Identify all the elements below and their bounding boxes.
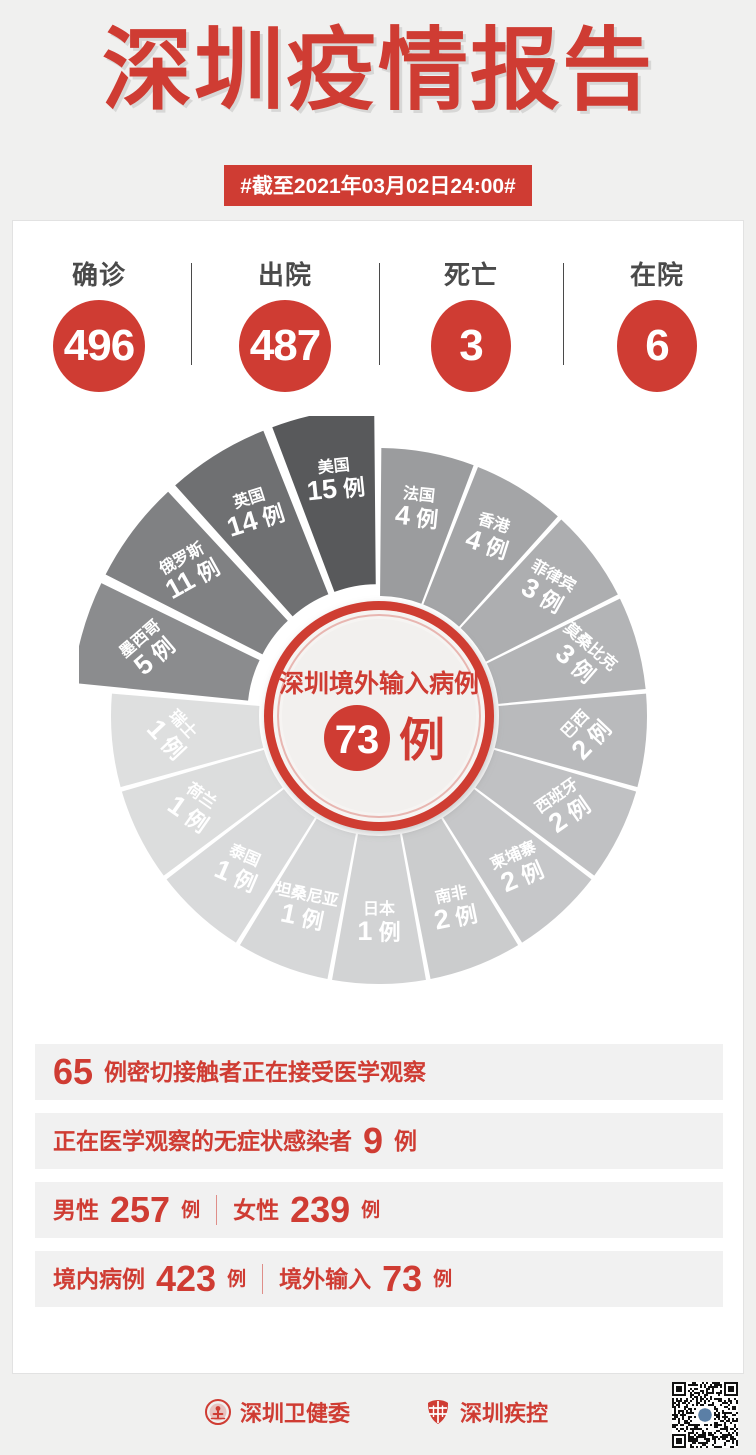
donut-slice[interactable] (460, 519, 618, 662)
stat-label: 死亡 (443, 260, 498, 290)
stat-value: 487 (239, 300, 331, 392)
donut-slice[interactable] (380, 448, 474, 604)
slice-country-name: 日本 (363, 899, 395, 918)
imported-cases-donut-chart: 美国 15 例英国 14 例俄罗斯 11 例墨西哥 5 例法国 4 例香港 4 例菲律宾 3 … (13, 416, 745, 1016)
stat-deaths: 死亡 3 (391, 255, 551, 392)
info-bar-text: 正在医学观察的无症状感染者 (53, 1127, 352, 1154)
donut-slice[interactable] (332, 834, 426, 985)
info-bar-text: 例 (394, 1127, 418, 1154)
info-bar-close-contacts: 65 例密切接触者正在接受医学观察 (35, 1044, 723, 1100)
donut-slice[interactable] (79, 583, 260, 701)
info-bar-text: 9 (363, 1120, 384, 1161)
donut-svg: 美国15 例英国14 例俄罗斯11 例墨西哥5 例法国4 例香港4 例菲律宾3 … (79, 416, 647, 985)
info-bar-separator (262, 1264, 264, 1294)
info-bar-asymptomatic: 正在医学观察的无症状感染者 9 例 (35, 1113, 723, 1169)
header: 深圳疫情报告 #截至2021年03月02日24:00# (0, 0, 756, 220)
info-bar-gender: 男性 257 例 女性 239 例 (35, 1182, 723, 1238)
donut-slices (79, 416, 647, 985)
footer: 深圳卫健委 深圳疾控 (0, 1374, 756, 1455)
info-bar-text: 257 (110, 1189, 171, 1230)
info-bar-text: 73 (382, 1258, 423, 1299)
stats-row: 确诊 496 出院 487 死亡 3 在院 6 (13, 255, 745, 405)
info-bar-origin: 境内病例 423 例 境外输入 73 例 (35, 1251, 723, 1307)
donut-slice[interactable] (423, 466, 558, 627)
donut-slice[interactable] (486, 598, 646, 704)
info-bar-text: 境外输入 (279, 1265, 372, 1292)
footer-logo-label: 深圳卫健委 (240, 1401, 351, 1426)
donut-slice[interactable] (272, 416, 376, 592)
footer-logo-health-commission[interactable]: 深圳卫健委 (205, 1396, 350, 1428)
stat-value: 496 (53, 300, 145, 392)
qr-code-icon[interactable] (672, 1382, 738, 1448)
subtitle-container: #截至2021年03月02日24:00# (0, 165, 756, 206)
donut-center-value: 73 (335, 718, 380, 762)
donut-slice[interactable] (402, 818, 519, 979)
info-bar-text: 男性 (53, 1196, 99, 1223)
info-bar-text: 例 (361, 1199, 381, 1221)
info-bar-text: 423 (156, 1258, 217, 1299)
donut-slice[interactable] (475, 749, 637, 876)
page-title: 深圳疫情报告 (102, 21, 654, 121)
donut-slice[interactable] (494, 693, 647, 788)
stat-divider (379, 263, 380, 365)
stat-label: 确诊 (71, 260, 126, 290)
donut-slice[interactable] (105, 491, 288, 655)
donut-center-unit: 例 (399, 714, 445, 766)
stat-value: 3 (431, 300, 511, 392)
info-bar-text: 例 (227, 1268, 247, 1290)
cdc-shield-emblem-icon (428, 1400, 448, 1424)
stat-divider (191, 263, 192, 365)
stat-discharged: 出院 487 (205, 255, 365, 392)
info-bar-separator (216, 1195, 218, 1225)
info-bar-text: 例 (181, 1199, 201, 1221)
slice-country-name: 法国 (402, 483, 436, 505)
donut-slice[interactable] (239, 818, 356, 979)
stat-confirmed: 确诊 496 (19, 255, 179, 392)
donut-slice[interactable] (443, 789, 592, 943)
info-bar-text: 例 (433, 1268, 453, 1290)
info-bar-text: 239 (290, 1189, 351, 1230)
info-bar-text: 境内病例 (53, 1265, 145, 1292)
main-card: 确诊 496 出院 487 死亡 3 在院 6 (12, 220, 744, 1374)
info-bar-text: 女性 (233, 1196, 280, 1223)
donut-slice[interactable] (175, 430, 329, 617)
center-value-disc (324, 705, 390, 771)
stat-divider (563, 263, 564, 365)
stat-value: 6 (617, 300, 697, 392)
donut-slice[interactable] (111, 693, 264, 788)
hub-inner-ring (277, 614, 481, 818)
slice-country-name: 美国 (317, 455, 351, 477)
stat-label: 出院 (257, 260, 312, 290)
donut-center-title: 深圳境外输入病例 (279, 669, 479, 698)
stat-in-hospital: 在院 6 (577, 255, 737, 392)
donut-slice[interactable] (166, 789, 315, 943)
health-commission-emblem-icon (205, 1399, 231, 1425)
footer-logo-label: 深圳疾控 (460, 1401, 549, 1426)
info-bar-text: 65 (53, 1051, 94, 1092)
info-bars: 65 例密切接触者正在接受医学观察 正在医学观察的无症状感染者 9 例男性 257 例女性 2… (35, 1044, 723, 1320)
stat-label: 在院 (629, 260, 684, 290)
donut-slice[interactable] (121, 749, 283, 876)
slice-case-count: 1 例 (357, 916, 400, 946)
donut-slice-label: 日本1 例 (357, 899, 400, 946)
info-bar-text: 例密切接触者正在接受医学观察 (104, 1058, 427, 1085)
slice-case-count: 15 例 (305, 471, 366, 507)
report-timestamp: #截至2021年03月02日24:00# (224, 165, 532, 206)
footer-logo-cdc[interactable]: 深圳疾控 (425, 1396, 548, 1428)
